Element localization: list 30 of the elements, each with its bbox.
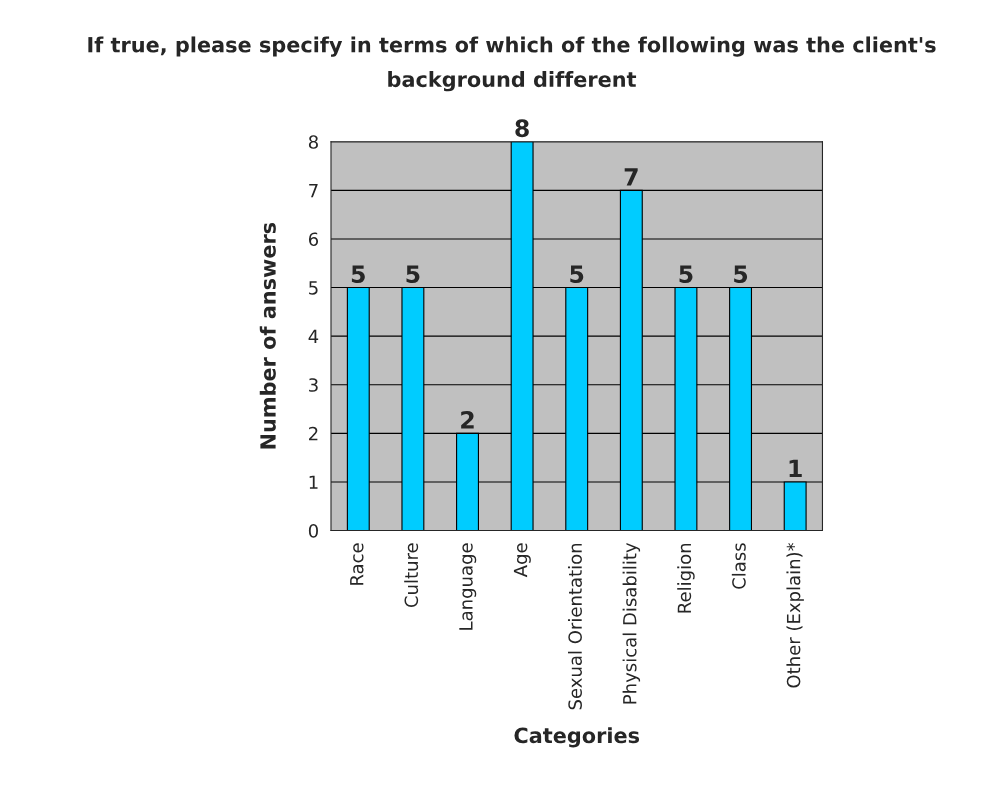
data-label: 2	[461, 410, 474, 429]
y-tick-label: 2	[309, 426, 318, 441]
data-label: 5	[406, 265, 420, 283]
y-tick-label: 3	[309, 378, 318, 392]
data-label: 5	[570, 265, 584, 283]
x-tick-label: Culture	[404, 543, 419, 608]
data-label: 5	[734, 265, 748, 283]
x-axis-title: Categories	[514, 727, 640, 748]
x-tick-label: Physical Disability	[622, 542, 641, 704]
y-axis-title: Number of answers	[259, 222, 276, 449]
x-tick-label: Age	[513, 543, 531, 578]
y-tick-label: 4	[308, 329, 319, 344]
y-tick-label: 1	[309, 475, 318, 489]
data-label: 5	[351, 265, 365, 283]
x-tick-label: Language	[459, 543, 477, 630]
y-tick-label: 7	[309, 184, 318, 198]
chart-title: If true, please specify in terms of which of the following was the client's background different	[88, 36, 936, 92]
y-tick-label: 0	[308, 524, 318, 538]
y-tick-label: 8	[308, 135, 318, 149]
data-label: 8	[515, 119, 529, 138]
x-tick-label: Race	[350, 543, 364, 585]
x-tick-label: Sexual Orientation	[567, 543, 582, 710]
y-tick-label: 5	[309, 281, 318, 295]
x-tick-label: Other (Explain)*	[786, 542, 804, 688]
y-tick-label: 6	[308, 232, 319, 247]
x-tick-label: Class	[731, 543, 746, 589]
data-label: 7	[624, 168, 638, 186]
data-label: 5	[679, 265, 693, 283]
data-label: 1	[789, 459, 802, 478]
x-tick-label: Religion	[677, 543, 695, 613]
